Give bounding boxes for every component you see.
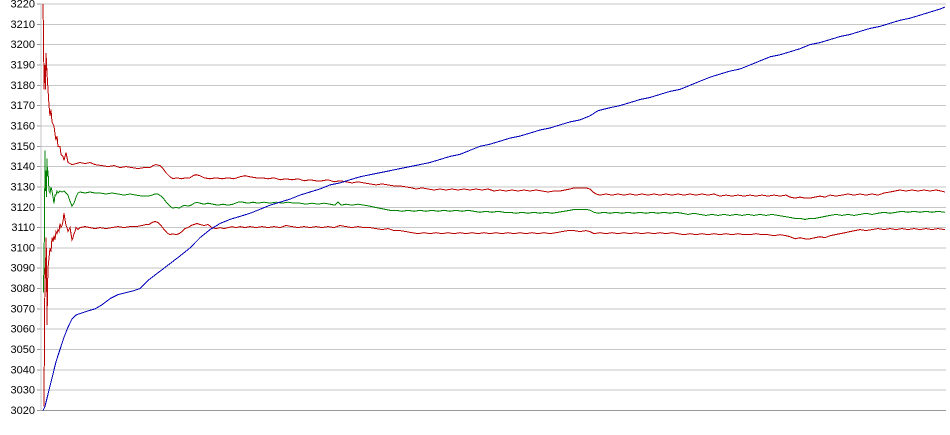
series-upper-band xyxy=(42,3,946,199)
y-tick-label: 3080 xyxy=(11,283,35,295)
y-tick-label: 3170 xyxy=(11,100,35,112)
y-tick-label: 3190 xyxy=(11,59,35,71)
series-layer xyxy=(42,3,946,411)
y-tick-label: 3070 xyxy=(11,303,35,315)
y-tick-label: 3200 xyxy=(11,39,35,51)
y-tick-label: 3220 xyxy=(11,0,35,11)
y-tick-label: 3060 xyxy=(11,324,35,336)
y-tick-label: 3180 xyxy=(11,80,35,92)
series-lower-band xyxy=(43,213,946,407)
series-middle-line xyxy=(43,150,946,293)
y-tick-label: 3150 xyxy=(11,141,35,153)
y-tick-label: 3040 xyxy=(11,364,35,376)
y-tick-label: 3110 xyxy=(11,222,35,234)
y-tick-label: 3090 xyxy=(11,263,35,275)
series-cumulative-line xyxy=(42,6,946,411)
y-tick-label: 3120 xyxy=(11,202,35,214)
y-tick-label: 3160 xyxy=(11,120,35,132)
grid-layer xyxy=(37,3,946,411)
y-tick-label: 3050 xyxy=(11,344,35,356)
y-tick-label: 3100 xyxy=(11,242,35,254)
y-tick-label: 3210 xyxy=(11,19,35,31)
y-tick-label: 3130 xyxy=(11,181,35,193)
y-tick-label: 3020 xyxy=(11,405,35,417)
y-axis-labels-layer: 3220 3210 3200 3190 3180 3170 3160 3150 3140 3130… xyxy=(11,0,35,417)
y-tick-label: 3030 xyxy=(11,385,35,397)
y-tick-label: 3140 xyxy=(11,161,35,173)
